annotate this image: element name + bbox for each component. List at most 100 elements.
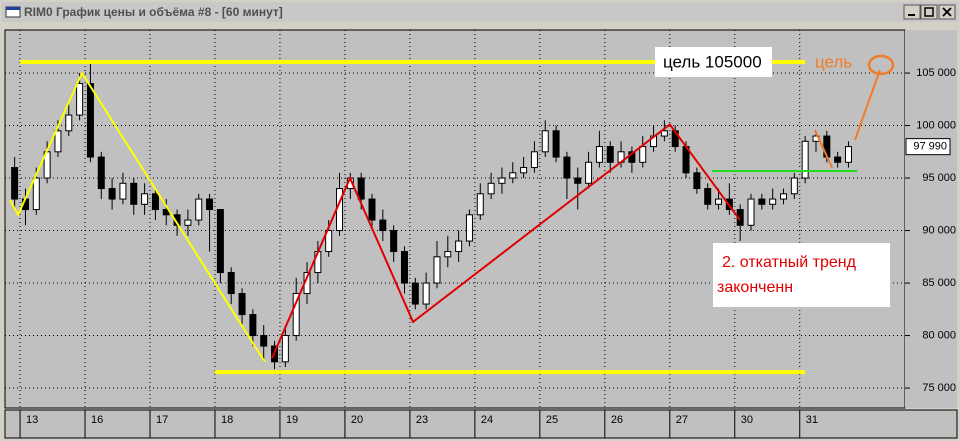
candle-body — [465, 214, 473, 242]
candle-body — [530, 151, 538, 169]
window-buttons[interactable] — [903, 4, 956, 20]
close-icon — [942, 7, 952, 17]
candle-body — [693, 172, 701, 190]
x-tick-label: 30 — [741, 414, 753, 426]
annotation-text: 2. откатный тренд — [722, 254, 857, 271]
candle-body — [660, 130, 668, 137]
candle-body — [844, 146, 852, 163]
y-tick-label: 100 000 — [916, 119, 956, 131]
candle-body — [606, 146, 614, 163]
drawn-line — [271, 123, 741, 359]
candle-body — [747, 198, 755, 226]
candle-body — [400, 251, 408, 284]
annotation-text: цель 105000 — [663, 52, 762, 71]
candle-body — [141, 193, 149, 205]
plot-area — [4, 29, 906, 409]
candle-body — [108, 188, 116, 200]
x-tick-label: 13 — [26, 414, 38, 426]
x-tick-label: 16 — [91, 414, 103, 426]
candle-body — [476, 193, 484, 216]
y-tick-label: 95 000 — [922, 172, 956, 184]
x-tick-label: 19 — [286, 414, 298, 426]
annotation-text: цель — [815, 52, 852, 71]
candle-body — [552, 130, 560, 158]
candle-body — [758, 198, 766, 205]
drawn-line — [854, 69, 881, 141]
candle-body — [195, 198, 203, 221]
candle-body — [498, 177, 506, 184]
candle-body — [541, 130, 549, 153]
y-axis-area — [905, 30, 957, 408]
candle-body — [834, 156, 842, 163]
candle-body — [76, 83, 84, 116]
candle-body — [574, 177, 582, 184]
drawn-line — [9, 70, 266, 363]
candle-body — [595, 146, 603, 163]
window-icon-bar — [6, 7, 20, 10]
candle-body — [368, 198, 376, 221]
maximize-button[interactable] — [920, 4, 938, 20]
candle-body — [86, 83, 94, 158]
minimize-button[interactable] — [903, 4, 921, 20]
candle-body — [411, 282, 419, 305]
candle-body — [97, 156, 105, 190]
y-tick-label: 75 000 — [922, 382, 956, 394]
x-tick-label: 17 — [156, 414, 168, 426]
candle-body — [779, 193, 787, 200]
annotation-text: законченн — [717, 279, 793, 296]
y-tick-label: 85 000 — [922, 277, 956, 289]
x-tick-label: 20 — [351, 414, 363, 426]
candle-body — [357, 177, 365, 200]
x-tick-label: 23 — [416, 414, 428, 426]
candle-body — [444, 251, 452, 258]
candle-body — [54, 130, 62, 153]
candle-body — [119, 182, 127, 200]
candle-body — [238, 293, 246, 316]
x-axis-area — [4, 409, 958, 439]
y-tick-label: 90 000 — [922, 224, 956, 236]
x-tick-label: 24 — [481, 414, 493, 426]
candle-body — [151, 193, 159, 211]
candle-body — [260, 335, 268, 347]
candle-body — [509, 172, 517, 179]
maximize-icon — [924, 7, 934, 17]
candle-body — [715, 198, 723, 205]
x-tick-label: 25 — [546, 414, 558, 426]
candle-body — [292, 293, 300, 337]
drawn-line — [813, 129, 834, 169]
candle-body — [520, 167, 528, 174]
candle-body — [32, 177, 40, 211]
window-title: RIM0 График цены и объёма #8 - [60 минут… — [24, 5, 283, 19]
annotation-box — [713, 243, 890, 307]
candle-body — [790, 177, 798, 195]
target-circle — [867, 54, 895, 76]
y-tick-label: 105 000 — [916, 67, 956, 79]
x-tick-label: 26 — [611, 414, 623, 426]
candle-body — [455, 240, 463, 253]
candle-body — [325, 230, 333, 253]
candle-body — [487, 182, 495, 195]
candle-body — [769, 198, 777, 205]
x-tick-label: 27 — [676, 414, 688, 426]
candle-body — [249, 314, 257, 337]
candle-body — [11, 167, 19, 200]
candle-body — [216, 209, 224, 274]
candle-body — [281, 335, 289, 363]
candle-body — [206, 198, 214, 211]
candle-body — [184, 219, 192, 226]
title-bar — [2, 2, 958, 22]
candle-body — [422, 282, 430, 305]
candle-body — [704, 188, 712, 205]
y-tick-label: 80 000 — [922, 329, 956, 341]
last-price-label: 97 990 — [913, 141, 947, 153]
candle-body — [130, 182, 138, 205]
candle-body — [227, 272, 235, 295]
candle-body — [433, 256, 441, 284]
candle-body — [65, 114, 73, 132]
x-tick-label: 31 — [806, 414, 818, 426]
annotation-box — [655, 47, 772, 77]
last-price-box — [905, 138, 951, 156]
candle-body — [801, 140, 809, 179]
